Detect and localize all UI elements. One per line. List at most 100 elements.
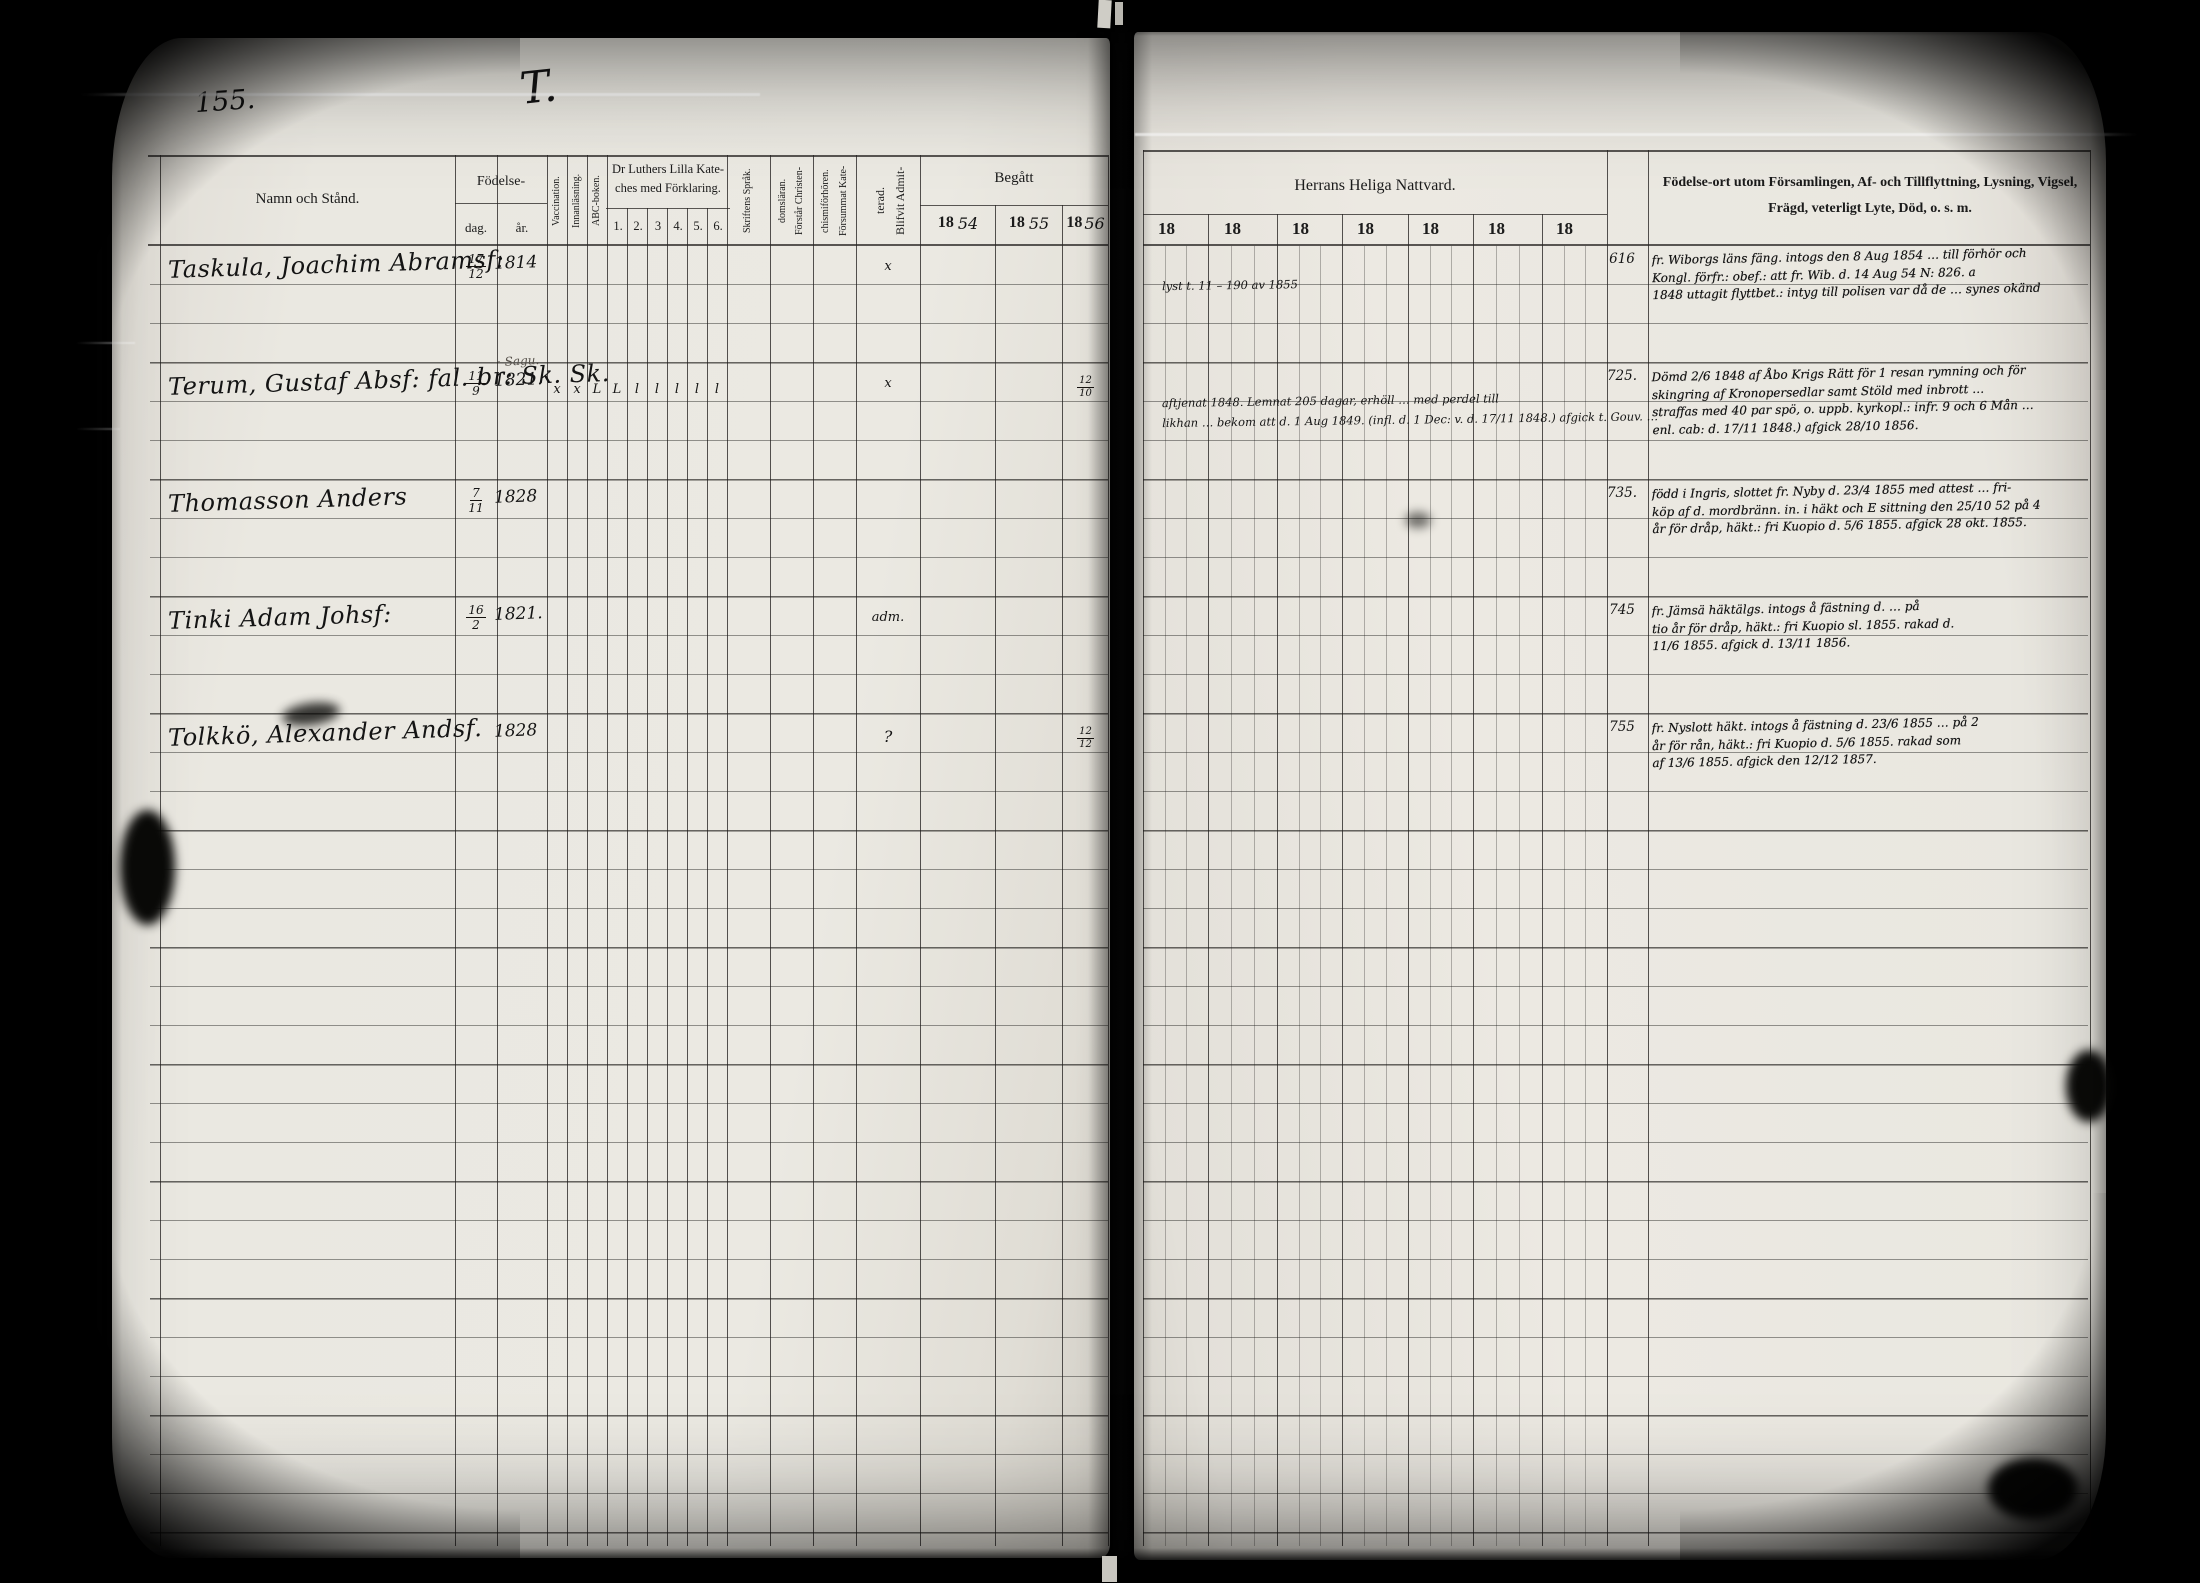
- scan-streak: [0, 428, 120, 430]
- column-line: [1607, 150, 1608, 1546]
- ink-blotch: [1988, 1458, 2078, 1520]
- ruled-line: [1143, 284, 2088, 285]
- begatt-year-1855: 18 55: [997, 214, 1061, 233]
- ruled-line: [1143, 1220, 2088, 1221]
- communion-year-col-3: 18: [1292, 219, 1309, 238]
- birth-day-fraction: 17 12: [466, 252, 486, 281]
- column-line: [1408, 214, 1409, 1546]
- ruled-line: [150, 1064, 1108, 1066]
- column-line: [1165, 245, 1166, 1546]
- ruled-line: [1143, 362, 2088, 363]
- binding-clasp: [1115, 2, 1123, 25]
- ruled-line: [1143, 791, 2088, 792]
- record-birth-year: 1828: [493, 720, 538, 742]
- birth-day-fraction: 11 9: [466, 369, 486, 398]
- ruled-line: [148, 155, 1108, 157]
- column-line: [1473, 214, 1474, 1546]
- ruled-line: [1143, 479, 2088, 481]
- binding-clasp: [1102, 1556, 1117, 1582]
- ruled-line: [1143, 1415, 2088, 1416]
- ruled-line: [1143, 1298, 2088, 1299]
- ruled-line: [150, 908, 1108, 909]
- ruled-line: [150, 479, 1108, 481]
- begatt-year-print: 18: [937, 214, 954, 231]
- record-number: 616: [1609, 251, 1635, 267]
- ruled-line: [1143, 362, 2088, 364]
- column-line: [1364, 245, 1365, 1546]
- record-mark: L: [612, 382, 622, 397]
- catechism-subcol-6: 6.: [713, 219, 723, 233]
- column-line: [1342, 214, 1343, 1546]
- ruled-line: [1143, 1103, 2088, 1104]
- ruled-line: [1143, 1337, 2088, 1338]
- ruled-line: [1143, 150, 2090, 152]
- ruled-line: [150, 1025, 1108, 1026]
- catechism-subcol-1: 1.: [613, 219, 623, 233]
- ruled-line: [1143, 1493, 2088, 1494]
- column-line: [1062, 205, 1063, 1546]
- ruled-line: [150, 1142, 1108, 1143]
- ruled-line: [150, 791, 1108, 792]
- record-annotation: Dömd 2/6 1848 af Åbo Krigs Rätt för 1 re…: [1651, 361, 2088, 439]
- begatt-mark-fraction: 12 12: [1077, 726, 1094, 750]
- ruled-line: [150, 1454, 1108, 1455]
- column-line: [1451, 245, 1452, 1546]
- communion-year-col-2: 18: [1224, 219, 1241, 238]
- ruled-line: [150, 986, 1108, 987]
- ruled-line: [1143, 1259, 2088, 1260]
- begatt-year-print: 18: [1008, 214, 1025, 231]
- ruled-line: [1143, 947, 2088, 948]
- ruled-line: [1143, 440, 2088, 441]
- ruled-line: [1143, 713, 2088, 714]
- ruled-line: [606, 208, 730, 209]
- record-begatt-mark: 12 10: [1063, 376, 1108, 399]
- ruled-line: [150, 713, 1108, 714]
- column-line: [1496, 245, 1497, 1546]
- ruled-line: [150, 1181, 1108, 1182]
- ruled-line: [1143, 1532, 2088, 1533]
- column-line: [497, 155, 498, 1546]
- ruled-line: [1143, 1298, 2088, 1300]
- ruled-line: [1143, 869, 2088, 870]
- ink-blotch: [1405, 512, 1431, 528]
- record-begatt-mark: 12 12: [1063, 727, 1108, 750]
- record-name: Tinki Adam Johsf:: [167, 599, 393, 635]
- column-header-communion: Herrans Heliga Nattvard.: [1294, 177, 1456, 194]
- ruled-line: [150, 1064, 1108, 1065]
- ruled-line: [1143, 214, 1607, 215]
- catechism-subcol-3: 3: [654, 219, 662, 233]
- column-line: [920, 155, 921, 1546]
- begatt-year-print: 18: [1066, 214, 1083, 231]
- column-line: [687, 208, 688, 1546]
- column-line: [1277, 214, 1278, 1546]
- birth-day-fraction: 16 2: [466, 603, 486, 632]
- record-mark: l: [694, 382, 700, 397]
- record-mark: l: [674, 382, 680, 397]
- column-line: [627, 208, 628, 1546]
- column-header-catechism-line1: Dr Luthers Lilla Kate-: [611, 162, 725, 176]
- record-admitted-mark: x: [884, 376, 892, 391]
- record-birth-day: 7 11: [455, 487, 497, 514]
- record-admitted-mark: adm.: [871, 610, 905, 625]
- record-mark: l: [634, 382, 640, 397]
- record-birth-year: 1821.: [493, 603, 544, 625]
- record-birth-year: 1814: [493, 252, 538, 274]
- column-line: [1585, 245, 1586, 1546]
- ruled-line: [150, 1376, 1108, 1377]
- record-mark: l: [654, 382, 660, 397]
- ruled-line: [150, 1220, 1108, 1221]
- ruled-line: [150, 1181, 1108, 1183]
- column-line: [1254, 245, 1255, 1546]
- record-annotation: fr. Wiborgs läns fäng. intogs den 8 Aug …: [1652, 244, 2089, 305]
- column-line: [1648, 150, 1649, 1546]
- column-line: [727, 155, 728, 1546]
- communion-year-col-6: 18: [1488, 219, 1505, 238]
- ruled-line: [150, 1532, 1108, 1533]
- ruled-line: [1143, 1142, 2088, 1143]
- record-annotation: född i Ingris, slottet fr. Nyby d. 23/4 …: [1652, 478, 2089, 539]
- column-line: [1542, 214, 1543, 1546]
- record-birth-year: 1828: [493, 486, 538, 508]
- ruled-line: [1143, 830, 2088, 831]
